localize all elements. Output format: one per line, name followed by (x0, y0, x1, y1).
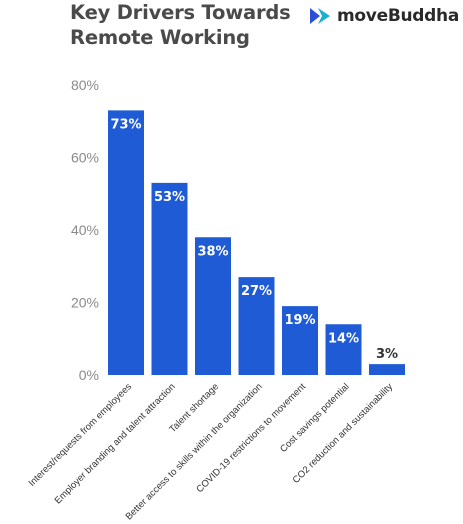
data-label: 14% (328, 331, 359, 346)
bar (195, 237, 231, 375)
bar (282, 306, 318, 375)
y-tick-label: 60% (71, 150, 99, 166)
bar (369, 364, 405, 375)
y-tick-label: 20% (71, 295, 99, 311)
data-label: 27% (241, 284, 272, 299)
data-label: 73% (110, 117, 141, 132)
y-tick-label: 0% (79, 367, 99, 383)
chart-title-line-1: Key Drivers Towards (70, 1, 291, 24)
bar (151, 182, 188, 375)
y-tick-label: 40% (71, 222, 99, 238)
data-label: 3% (376, 347, 398, 362)
data-label: 19% (284, 313, 315, 328)
chart-title-line-2: Remote Working (70, 26, 250, 49)
move-buddha-logo-icon (310, 8, 331, 24)
y-axis: 0% 20% 40% 60% 80% (71, 77, 99, 383)
chart-title: Key Drivers Towards Remote Working (70, 0, 291, 50)
brand-logo: moveBuddha (309, 5, 459, 27)
bar (325, 324, 362, 375)
bar (238, 277, 275, 375)
data-label: 38% (197, 244, 228, 259)
brand-name: moveBuddha (337, 6, 459, 26)
y-tick-label: 80% (71, 77, 99, 93)
data-label: 53% (154, 190, 185, 205)
bars: 73% 53% 38% 27% 19% 14% 3% (108, 110, 405, 375)
category-labels: Interest/requests from employeesEmployer… (27, 381, 396, 522)
bar (108, 110, 144, 375)
